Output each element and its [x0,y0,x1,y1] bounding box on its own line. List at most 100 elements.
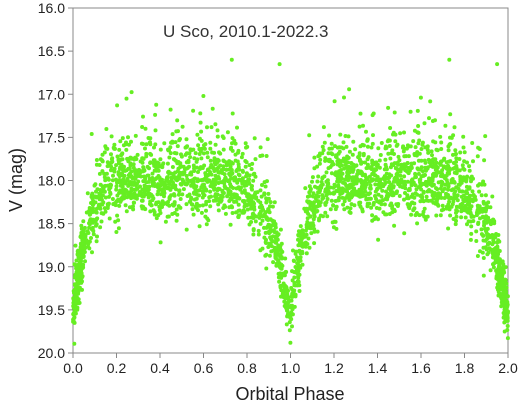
data-point [76,272,81,277]
data-point [151,183,156,188]
data-point [381,176,386,181]
data-point [345,174,350,179]
data-point [200,203,205,208]
data-point [190,202,195,207]
data-point [448,112,453,117]
data-point [449,204,454,209]
data-point [264,252,269,257]
data-point [94,223,98,228]
data-point [205,173,210,178]
data-point [119,196,124,201]
data-point [330,220,335,225]
data-point [170,132,175,137]
data-point [131,162,136,167]
data-point [89,132,94,136]
data-point [334,170,338,175]
data-point [234,199,239,204]
data-point [213,142,218,147]
data-point [278,271,283,276]
data-point [192,176,197,181]
data-point [71,305,76,309]
data-point [332,99,337,104]
data-point [371,111,376,116]
data-point [126,191,130,196]
data-point [421,199,426,203]
data-point [162,188,166,193]
data-point [180,124,185,129]
data-point [183,182,188,186]
data-point [148,140,152,145]
data-point [468,210,473,215]
data-point [418,199,423,204]
data-point [262,235,267,240]
data-point [316,154,321,159]
data-point [268,200,273,205]
data-point [217,150,221,155]
data-point [415,108,420,113]
data-point [90,250,94,255]
data-point [192,197,197,202]
data-point [478,249,482,254]
data-point [451,152,455,157]
data-point [175,144,180,149]
data-point [197,136,202,141]
data-point [382,167,387,172]
data-point [391,179,396,184]
data-point [338,177,343,182]
data-point [324,200,329,205]
data-point [442,196,447,200]
data-point [503,292,508,296]
data-point [81,234,86,239]
data-point [206,218,211,223]
data-point [363,193,368,198]
data-point [340,195,345,200]
data-point [325,197,330,201]
data-point [499,270,504,274]
data-point [163,219,168,224]
data-point [436,180,441,185]
data-point [189,172,194,177]
data-point [462,150,467,155]
data-point [242,189,247,194]
data-point [153,162,158,167]
data-point [323,189,328,194]
data-point [167,182,172,186]
data-point [361,123,365,128]
data-point [477,204,482,209]
data-point [318,213,323,218]
data-point [185,177,190,182]
data-point [106,201,111,206]
data-point [265,137,270,142]
data-point [196,143,201,148]
data-point [89,236,93,240]
data-point [408,109,413,114]
data-point [96,194,101,199]
data-point [120,184,125,189]
data-point [393,139,398,144]
y-tick-label: 19.0 [38,259,65,275]
data-point [79,223,84,228]
data-point [321,148,326,153]
data-point [90,196,95,201]
data-point [145,173,150,178]
data-point [344,144,349,149]
data-point [383,212,388,217]
data-point [308,214,313,219]
data-point [357,153,362,158]
data-point [386,105,391,110]
data-point [200,146,205,151]
data-point [501,296,506,301]
data-point [348,175,353,180]
data-point [425,189,430,194]
data-point [363,178,368,183]
data-point [179,154,184,159]
data-point [402,231,407,236]
data-point [491,238,496,243]
data-point [395,142,400,147]
data-point [225,194,230,199]
data-point [167,197,172,201]
data-point [341,140,346,145]
data-point [503,277,508,282]
data-point [114,230,119,234]
data-point [123,203,128,208]
